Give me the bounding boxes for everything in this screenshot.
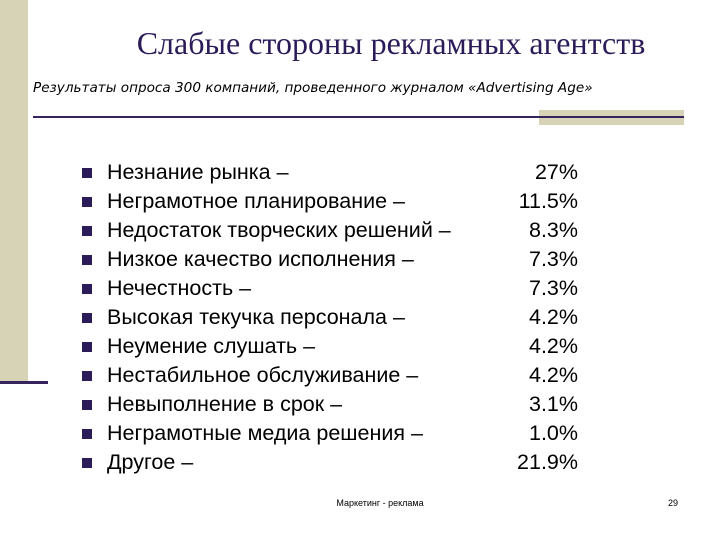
square-bullet-icon xyxy=(82,458,92,468)
weakness-list: Незнание рынка – 27% Неграмотное планиро… xyxy=(82,158,582,477)
square-bullet-icon xyxy=(82,168,92,178)
item-label: Невыполнение в срок – xyxy=(107,392,343,416)
item-value: 7.3% xyxy=(528,276,578,300)
list-item: Нечестность – 7.3% xyxy=(82,274,582,303)
item-label: Неумение слушать – xyxy=(107,334,316,358)
item-label: Другое – xyxy=(107,450,194,474)
item-value: 11.5% xyxy=(518,189,578,213)
item-label: Неграмотное планирование – xyxy=(107,189,405,213)
list-item: Неумение слушать – 4.2% xyxy=(82,332,582,361)
square-bullet-icon xyxy=(82,400,92,410)
list-item: Невыполнение в срок – 3.1% xyxy=(82,390,582,419)
left-decor-strip xyxy=(0,0,28,383)
item-value: 7.3% xyxy=(528,247,578,271)
item-label: Низкое качество исполнения – xyxy=(107,247,414,271)
slide-subtitle: Результаты опроса 300 компаний, проведен… xyxy=(33,80,593,96)
list-item: Неграмотные медиа решения – 1.0% xyxy=(82,419,582,448)
list-item: Недостаток творческих решений – 8.3% xyxy=(82,216,582,245)
item-label: Нестабильное обслуживание – xyxy=(107,363,419,387)
square-bullet-icon xyxy=(82,255,92,265)
square-bullet-icon xyxy=(82,342,92,352)
item-value: 4.2% xyxy=(528,305,578,329)
list-item: Другое – 21.9% xyxy=(82,448,582,477)
footer-text: Маркетинг - реклама xyxy=(336,498,424,508)
list-item: Незнание рынка – 27% xyxy=(82,158,582,187)
item-value: 8.3% xyxy=(528,218,578,242)
list-item: Высокая текучка персонала – 4.2% xyxy=(82,303,582,332)
list-item: Неграмотное планирование – 11.5% xyxy=(82,187,582,216)
square-bullet-icon xyxy=(82,313,92,323)
item-label: Недостаток творческих решений – xyxy=(107,218,451,242)
square-bullet-icon xyxy=(82,197,92,207)
left-decor-rule xyxy=(0,381,48,384)
item-value: 27% xyxy=(534,160,578,184)
item-value: 4.2% xyxy=(528,334,578,358)
item-label: Высокая текучка персонала – xyxy=(107,305,405,329)
square-bullet-icon xyxy=(82,226,92,236)
list-item: Низкое качество исполнения – 7.3% xyxy=(82,245,582,274)
item-label: Неграмотные медиа решения – xyxy=(107,421,423,445)
square-bullet-icon xyxy=(82,429,92,439)
item-value: 3.1% xyxy=(528,392,578,416)
item-label: Незнание рынка – xyxy=(107,160,289,184)
item-value: 21.9% xyxy=(517,450,578,474)
list-item: Нестабильное обслуживание – 4.2% xyxy=(82,361,582,390)
item-value: 4.2% xyxy=(528,363,578,387)
square-bullet-icon xyxy=(82,284,92,294)
square-bullet-icon xyxy=(82,371,92,381)
slide-title: Слабые стороны рекламных агентств xyxy=(136,25,646,61)
title-divider xyxy=(33,116,539,118)
divider-accent-line xyxy=(539,116,684,118)
page-number: 29 xyxy=(667,498,678,508)
item-label: Нечестность – xyxy=(107,276,252,300)
item-value: 1.0% xyxy=(528,421,578,445)
